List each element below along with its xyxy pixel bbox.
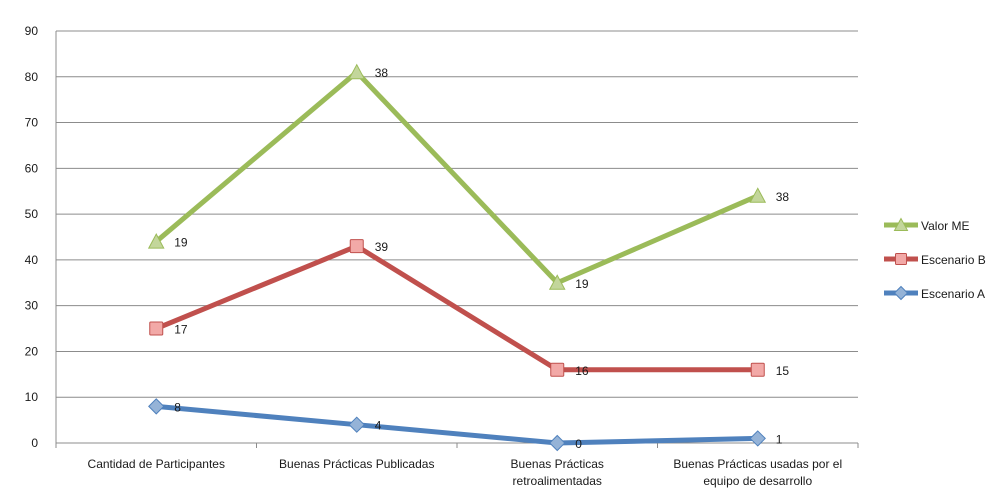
x-category-label: Buenas Prácticas Publicadas [279, 457, 434, 471]
legend-swatch-marker [895, 253, 907, 265]
data-label-escenario-a: 8 [174, 400, 181, 414]
legend-label: Escenario B [921, 253, 986, 267]
series-markers [147, 63, 767, 452]
data-label-valor-me: 19 [174, 236, 188, 250]
data-point-escenario-a [749, 430, 766, 447]
legend-swatch-marker [893, 285, 909, 301]
y-tick-label: 70 [25, 116, 39, 130]
y-tick-label: 90 [25, 24, 39, 38]
series-line-escenario-b [155, 243, 758, 373]
data-point-valor-me [749, 187, 767, 203]
data-label-escenario-b: 17 [174, 323, 188, 337]
x-category-label-line: Buenas Prácticas [511, 457, 604, 471]
data-label-escenario-b: 39 [375, 240, 389, 254]
x-category-label-line: Buenas Prácticas usadas por el [673, 457, 842, 471]
y-axis-ticks: 0 10 20 30 40 50 60 70 80 90 [25, 24, 39, 450]
data-labels: 19 38 19 38 17 39 16 15 8 4 0 1 [174, 66, 789, 451]
data-point-escenario-b [149, 321, 164, 336]
series-line-valor-me [154, 68, 759, 286]
legend-label: Valor ME [921, 219, 969, 233]
data-point-escenario-a [348, 416, 365, 433]
data-label-escenario-a: 4 [375, 419, 382, 433]
data-point-valor-me [348, 63, 366, 80]
y-tick-label: 80 [25, 70, 39, 84]
legend-item-valor-me: Valor ME [884, 217, 969, 233]
legend: Valor ME Escenario B Escenario A [884, 217, 986, 301]
series-lines [154, 68, 759, 446]
data-label-escenario-a: 0 [575, 437, 582, 451]
y-tick-label: 60 [25, 161, 39, 175]
x-category-label: Cantidad de Participantes [88, 457, 225, 471]
legend-swatch-marker [893, 217, 909, 231]
data-label-valor-me: 19 [575, 277, 589, 291]
x-category-label-line: Buenas Prácticas Publicadas [279, 457, 434, 471]
legend-label: Escenario A [921, 287, 985, 301]
data-label-valor-me: 38 [776, 190, 790, 204]
x-category-label: Buenas Prácticas usadas por el equipo de … [673, 457, 842, 488]
data-point-escenario-b [349, 239, 364, 254]
legend-item-escenario-a: Escenario A [884, 285, 985, 301]
y-tick-label: 40 [25, 253, 39, 267]
legend-item-escenario-b: Escenario B [884, 253, 986, 267]
y-tick-label: 20 [25, 344, 39, 358]
y-tick-label: 50 [25, 207, 39, 221]
x-axis-labels: Cantidad de Participantes Buenas Práctica… [88, 457, 843, 488]
x-category-label-line: retroalimentadas [513, 474, 602, 488]
data-point-escenario-a [148, 398, 165, 415]
data-point-escenario-b [750, 362, 765, 377]
data-label-escenario-b: 16 [575, 364, 589, 378]
x-category-label-line: equipo de desarrollo [703, 474, 812, 488]
x-category-label-line: Cantidad de Participantes [88, 457, 225, 471]
y-tick-label: 0 [31, 436, 38, 450]
data-label-escenario-b: 15 [776, 364, 790, 378]
series-line-escenario-a [156, 403, 758, 446]
data-point-valor-me [548, 274, 566, 290]
y-tick-label: 30 [25, 299, 39, 313]
data-label-valor-me: 38 [375, 66, 389, 80]
data-point-escenario-a [549, 434, 566, 452]
data-point-escenario-b [550, 362, 565, 377]
x-category-label: Buenas Prácticas retroalimentadas [511, 457, 604, 488]
data-point-valor-me [147, 233, 165, 249]
y-tick-label: 10 [25, 390, 39, 404]
data-label-escenario-a: 1 [776, 432, 783, 446]
